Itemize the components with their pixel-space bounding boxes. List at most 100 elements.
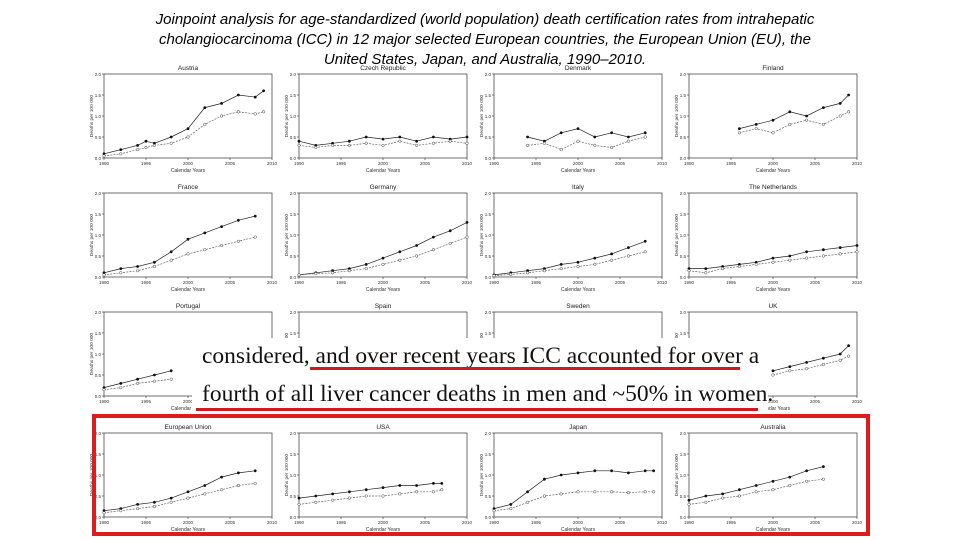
x-axis-label: Calendar Years <box>366 527 401 533</box>
data-point-men <box>754 123 758 126</box>
quote-line-2: fourth of all liver cancer deaths in men… <box>202 381 774 407</box>
y-tick-label: 2.0 <box>485 431 492 436</box>
data-point-women <box>721 267 725 271</box>
y-tick-label: 0.5 <box>485 254 492 259</box>
data-point-men <box>838 352 842 356</box>
data-point-men <box>805 114 808 118</box>
chart-title: USA <box>376 424 390 431</box>
data-point-men <box>415 139 418 143</box>
x-tick-label: 2000 <box>378 520 389 525</box>
data-point-men <box>805 469 808 473</box>
series-line-men <box>298 483 442 499</box>
data-point-women <box>542 494 546 498</box>
series-line-men <box>103 215 256 274</box>
x-tick-label: 1990 <box>99 280 110 285</box>
chart-svg-finland: Finland 0.0 0.5 1.0 1.5 2.0 1990 1995 2000 2005 20… <box>674 65 863 174</box>
x-tick-label: 2010 <box>852 280 863 285</box>
x-tick-label: 2000 <box>378 280 389 285</box>
data-point-women <box>448 241 452 245</box>
data-point-men <box>432 235 435 239</box>
x-tick-label: 1990 <box>99 161 110 166</box>
x-tick-label: 2010 <box>657 280 668 285</box>
data-point-women <box>253 481 257 485</box>
chart-panel-finland: Finland 0.0 0.5 1.0 1.5 2.0 1990 1995 2000 2005 20… <box>673 64 863 176</box>
data-point-men <box>102 509 106 513</box>
x-tick-label: 1990 <box>489 280 500 285</box>
chart-title: UK <box>768 303 778 310</box>
data-point-women <box>297 273 301 277</box>
data-point-women <box>737 131 741 135</box>
y-tick-label: 1.0 <box>95 352 102 357</box>
data-point-men <box>220 225 224 228</box>
data-point-women <box>203 248 207 252</box>
plot-frame <box>688 73 858 159</box>
chart-title: France <box>178 184 199 191</box>
data-point-women <box>509 272 513 277</box>
data-point-men <box>398 484 402 487</box>
data-point-men <box>203 231 207 235</box>
chart-panel-austria: Austria 0.0 0.5 1.0 1.5 2.0 1990 1995 2000 2005 20… <box>88 64 278 176</box>
data-point-men <box>432 482 435 485</box>
data-point-women <box>805 256 809 260</box>
y-tick-label: 0.0 <box>290 275 297 280</box>
x-tick-label: 1995 <box>141 520 152 525</box>
data-point-women <box>465 235 469 239</box>
data-point-men <box>627 246 630 249</box>
series-line-men <box>527 128 646 142</box>
data-point-men <box>526 269 529 273</box>
x-tick-label: 2000 <box>378 161 389 166</box>
data-point-men <box>643 131 647 135</box>
plot-frame <box>493 192 663 278</box>
data-point-women <box>754 262 758 266</box>
data-point-men <box>153 500 156 504</box>
y-axis-label: Deaths per 100 000 <box>284 454 290 496</box>
data-point-women <box>381 494 385 498</box>
data-point-men <box>593 469 597 473</box>
data-point-women <box>526 143 530 147</box>
x-axis-label: Calendar Years <box>756 527 791 533</box>
y-tick-label: 1.0 <box>95 233 102 238</box>
y-tick-label: 0.0 <box>485 275 492 280</box>
x-tick-label: 2000 <box>183 520 194 525</box>
data-point-men <box>855 244 859 247</box>
y-tick-label: 1.0 <box>95 473 102 478</box>
x-tick-label: 2000 <box>183 399 194 404</box>
y-axis-label: Deaths per 100 000 <box>89 333 95 375</box>
y-tick-label: 1.5 <box>485 93 492 98</box>
data-point-women <box>220 114 224 118</box>
data-point-women <box>136 269 140 273</box>
data-point-women <box>236 239 240 243</box>
data-point-men <box>331 141 334 145</box>
data-point-women <box>805 479 809 483</box>
data-point-women <box>626 254 630 258</box>
data-point-women <box>297 143 301 147</box>
chart-title: Portugal <box>176 303 201 310</box>
x-tick-label: 1995 <box>141 280 152 285</box>
plot-frame <box>493 73 663 159</box>
data-point-men <box>364 135 368 139</box>
data-point-men <box>381 256 385 260</box>
data-point-men <box>297 139 301 143</box>
chart-svg-czech-republic: Czech Republic 0.0 0.5 1.0 1.5 2.0 1990 1995 200… <box>284 65 473 174</box>
data-point-men <box>593 135 597 139</box>
data-point-women <box>821 477 825 481</box>
y-tick-label: 1.0 <box>290 114 297 119</box>
y-tick-label: 0.0 <box>95 394 102 399</box>
data-point-men <box>704 494 708 498</box>
data-point-men <box>738 263 741 266</box>
x-tick-label: 1990 <box>684 520 695 525</box>
x-tick-label: 2010 <box>462 161 473 166</box>
quote-underline-2 <box>196 408 758 411</box>
data-point-men <box>643 239 647 243</box>
data-point-women <box>364 267 368 271</box>
data-point-women <box>771 260 775 264</box>
data-point-women <box>788 122 792 126</box>
x-tick-label: 2010 <box>657 161 668 166</box>
data-point-women <box>102 511 106 515</box>
data-point-women <box>152 379 156 383</box>
x-tick-label: 2010 <box>267 280 278 285</box>
y-tick-label: 0.5 <box>485 494 492 499</box>
chart-title: Austria <box>178 65 199 72</box>
y-tick-label: 0.0 <box>680 275 687 280</box>
series-line-women <box>103 236 256 276</box>
